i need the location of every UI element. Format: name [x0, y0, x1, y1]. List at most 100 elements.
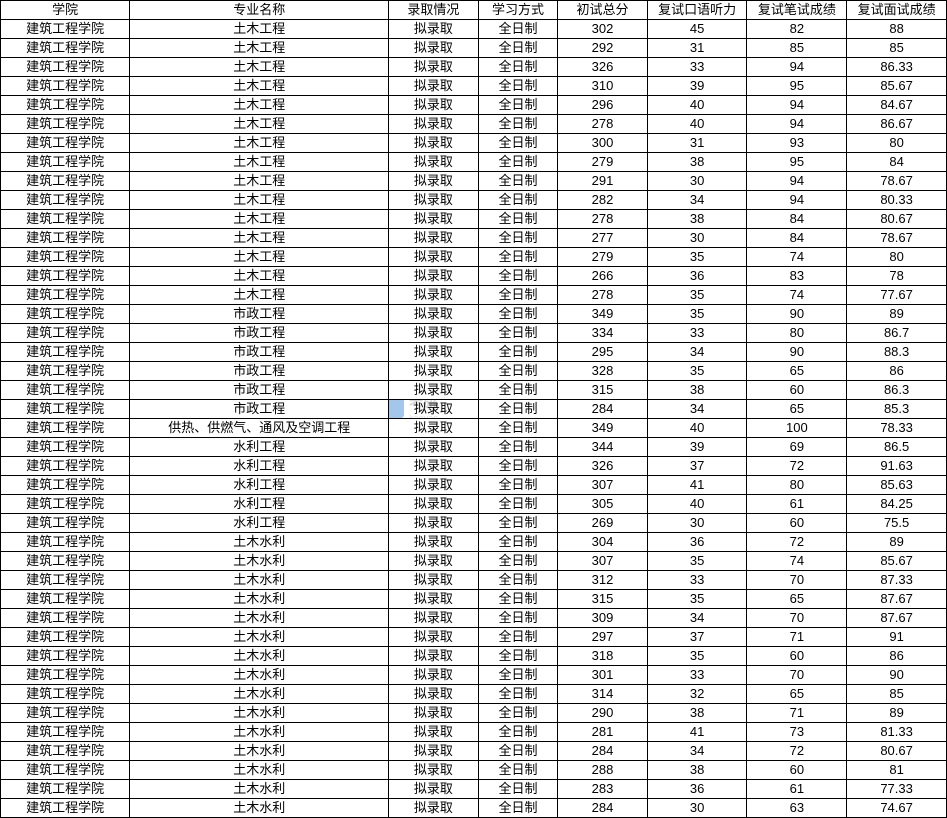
cell-major: 水利工程	[130, 438, 389, 457]
cell-written-score: 84	[747, 229, 847, 248]
cell-status: 拟录取	[389, 647, 478, 666]
cell-college: 建筑工程学院	[1, 685, 130, 704]
cell-initial-score: 312	[558, 571, 647, 590]
cell-interview-score: 77.67	[847, 286, 947, 305]
cell-major: 市政工程	[130, 324, 389, 343]
table-row: 建筑工程学院市政工程考研kaoyan拟录取全日制284346585.3	[1, 400, 947, 419]
cell-status: 拟录取	[389, 723, 478, 742]
cell-written-score: 90	[747, 343, 847, 362]
table-row: 建筑工程学院市政工程拟录取全日制328356586	[1, 362, 947, 381]
cell-written-score: 80	[747, 476, 847, 495]
cell-oral-score: 34	[647, 742, 747, 761]
table-row: 建筑工程学院土木水利拟录取全日制281417381.33	[1, 723, 947, 742]
cell-college: 建筑工程学院	[1, 533, 130, 552]
cell-written-score: 80	[747, 324, 847, 343]
cell-oral-score: 30	[647, 799, 747, 818]
table-row: 建筑工程学院土木水利拟录取全日制307357485.67	[1, 552, 947, 571]
cell-initial-score: 344	[558, 438, 647, 457]
table-row: 建筑工程学院土木水利拟录取全日制297377191	[1, 628, 947, 647]
header-status: 录取情况	[389, 1, 478, 20]
cell-mode: 全日制	[478, 438, 558, 457]
cell-mode: 全日制	[478, 324, 558, 343]
cell-status: 拟录取	[389, 495, 478, 514]
cell-initial-score: 278	[558, 210, 647, 229]
admission-table: 学院 专业名称 录取情况 学习方式 初试总分 复试口语听力 复试笔试成绩 复试面…	[0, 0, 947, 818]
cell-mode: 全日制	[478, 457, 558, 476]
cell-oral-score: 40	[647, 419, 747, 438]
cell-oral-score: 35	[647, 647, 747, 666]
cell-major: 水利工程	[130, 457, 389, 476]
cell-interview-score: 89	[847, 704, 947, 723]
cell-college: 建筑工程学院	[1, 191, 130, 210]
cell-mode: 全日制	[478, 286, 558, 305]
cell-college: 建筑工程学院	[1, 362, 130, 381]
cell-written-score: 94	[747, 58, 847, 77]
cell-oral-score: 35	[647, 305, 747, 324]
cell-status: 拟录取	[389, 476, 478, 495]
table-row: 建筑工程学院水利工程拟录取全日制326377291.63	[1, 457, 947, 476]
header-row: 学院 专业名称 录取情况 学习方式 初试总分 复试口语听力 复试笔试成绩 复试面…	[1, 1, 947, 20]
cell-major: 土木水利	[130, 590, 389, 609]
cell-interview-score: 80	[847, 248, 947, 267]
cell-interview-score: 87.67	[847, 609, 947, 628]
cell-mode: 全日制	[478, 514, 558, 533]
cell-status: 拟录取	[389, 58, 478, 77]
cell-oral-score: 33	[647, 666, 747, 685]
cell-interview-score: 91	[847, 628, 947, 647]
cell-mode: 全日制	[478, 229, 558, 248]
table-row: 建筑工程学院土木工程拟录取全日制300319380	[1, 134, 947, 153]
cell-initial-score: 315	[558, 381, 647, 400]
cell-major: 土木工程	[130, 77, 389, 96]
cell-interview-score: 85	[847, 685, 947, 704]
cell-college: 建筑工程学院	[1, 115, 130, 134]
cell-written-score: 70	[747, 666, 847, 685]
header-written-score: 复试笔试成绩	[747, 1, 847, 20]
cell-interview-score: 84	[847, 153, 947, 172]
cell-written-score: 74	[747, 552, 847, 571]
cell-oral-score: 32	[647, 685, 747, 704]
cell-written-score: 94	[747, 191, 847, 210]
cell-oral-score: 39	[647, 438, 747, 457]
table-row: 建筑工程学院土木水利拟录取全日制290387189	[1, 704, 947, 723]
cell-status: 拟录取	[389, 96, 478, 115]
cell-oral-score: 30	[647, 229, 747, 248]
cell-college: 建筑工程学院	[1, 609, 130, 628]
table-row: 建筑工程学院土木工程拟录取全日制326339486.33	[1, 58, 947, 77]
cell-college: 建筑工程学院	[1, 77, 130, 96]
cell-written-score: 72	[747, 742, 847, 761]
table-row: 建筑工程学院供热、供燃气、通风及空调工程拟录取全日制3494010078.33	[1, 419, 947, 438]
cell-college: 建筑工程学院	[1, 343, 130, 362]
cell-mode: 全日制	[478, 362, 558, 381]
cell-written-score: 70	[747, 609, 847, 628]
cell-initial-score: 302	[558, 20, 647, 39]
cell-initial-score: 269	[558, 514, 647, 533]
cell-college: 建筑工程学院	[1, 628, 130, 647]
cell-college: 建筑工程学院	[1, 210, 130, 229]
cell-written-score: 60	[747, 647, 847, 666]
cell-college: 建筑工程学院	[1, 590, 130, 609]
cell-interview-score: 86.33	[847, 58, 947, 77]
cell-written-score: 94	[747, 172, 847, 191]
table-row: 建筑工程学院土木工程拟录取全日制310399585.67	[1, 77, 947, 96]
cell-status: 拟录取	[389, 533, 478, 552]
cell-major: 土木水利	[130, 552, 389, 571]
cell-status: 拟录取	[389, 153, 478, 172]
cell-status: 拟录取	[389, 457, 478, 476]
cell-major: 土木工程	[130, 286, 389, 305]
cell-initial-score: 266	[558, 267, 647, 286]
cell-interview-score: 87.67	[847, 590, 947, 609]
cell-college: 建筑工程学院	[1, 400, 130, 419]
cell-major: 土木工程	[130, 39, 389, 58]
cell-oral-score: 33	[647, 58, 747, 77]
cell-initial-score: 301	[558, 666, 647, 685]
cell-oral-score: 39	[647, 77, 747, 96]
cell-major: 土木工程	[130, 229, 389, 248]
cell-initial-score: 278	[558, 286, 647, 305]
cell-mode: 全日制	[478, 628, 558, 647]
table-row: 建筑工程学院水利工程拟录取全日制269306075.5	[1, 514, 947, 533]
cell-mode: 全日制	[478, 58, 558, 77]
cell-major: 土木工程	[130, 134, 389, 153]
cell-college: 建筑工程学院	[1, 457, 130, 476]
cell-written-score: 65	[747, 362, 847, 381]
cell-major: 土木工程	[130, 115, 389, 134]
